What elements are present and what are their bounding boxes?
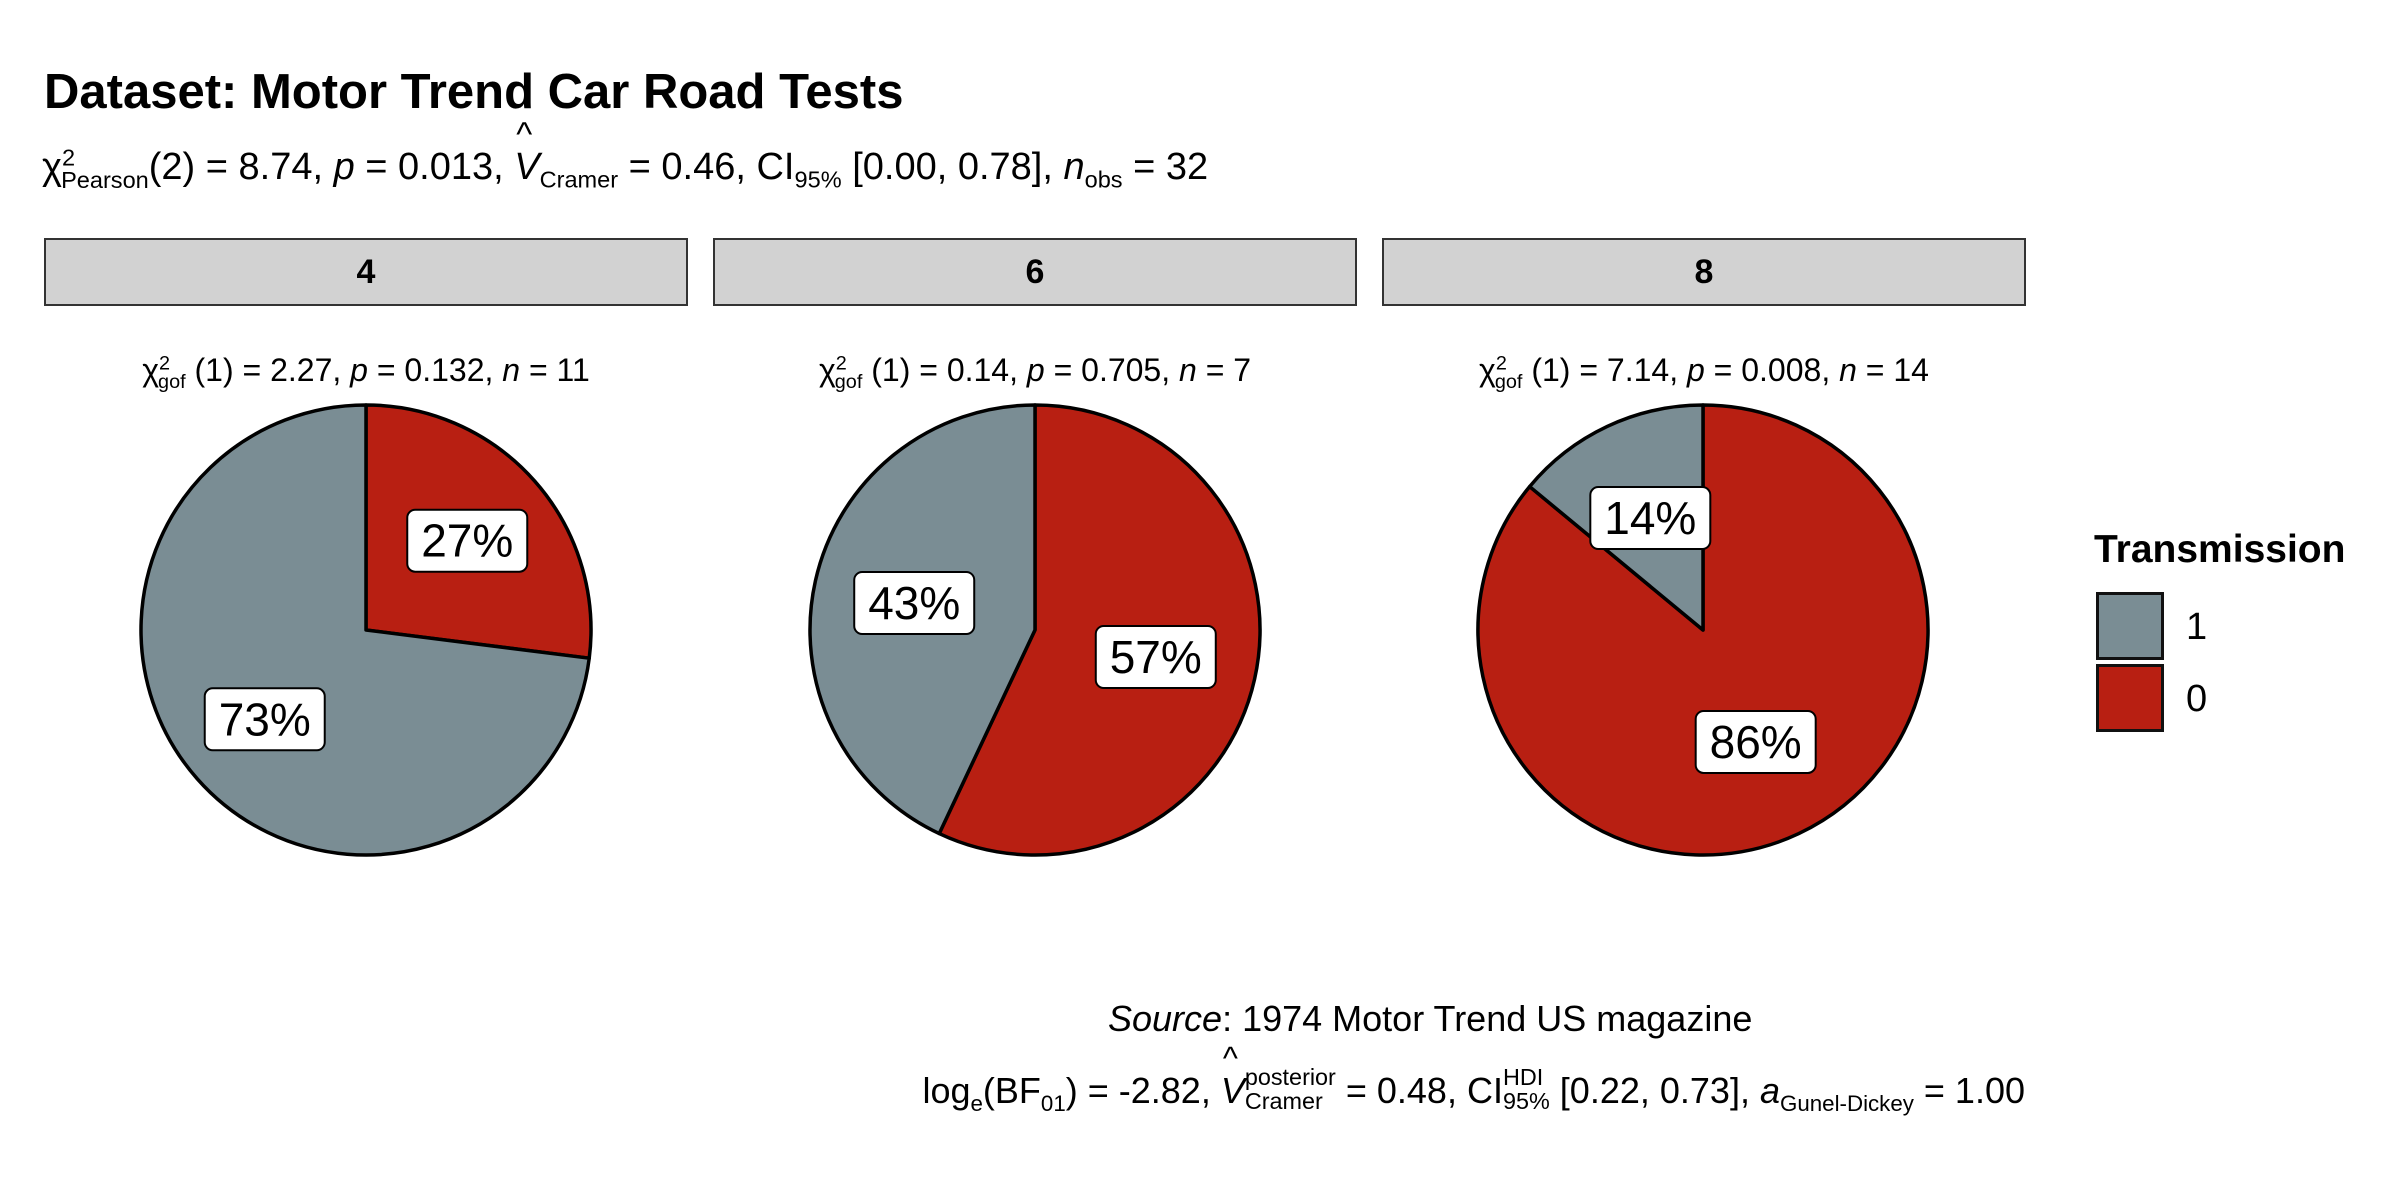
chart-title: Dataset: Motor Trend Car Road Tests <box>44 65 904 119</box>
pie-label-4-0: 27% <box>421 515 513 567</box>
pie-label-box-4-0 <box>406 508 529 573</box>
pie-label-box-8-0 <box>1694 709 1817 774</box>
pie-label-6-0: 57% <box>1110 631 1202 683</box>
pie-label-box-4-1 <box>203 687 326 752</box>
pie-label-box-6-1 <box>853 571 976 636</box>
chart-subtitle: χ2Pearson(2) = 8.74, p = 0.013, V ^ Cramer… <box>42 116 1209 193</box>
pie-label-8-0: 86% <box>1710 716 1802 768</box>
pie-label-4-1: 73% <box>219 693 311 745</box>
facet-subtitle-8: χ2gof (1) = 7.14, p = 0.008, n = 14 <box>1479 352 1929 394</box>
pie-label-box-8-1 <box>1589 486 1712 551</box>
pie-label-8-1: 14% <box>1604 492 1696 544</box>
facet-subtitle-6: χ2gof (1) = 0.14, p = 0.705, n = 7 <box>818 352 1252 394</box>
pie-label-box-6-0 <box>1094 624 1217 689</box>
legend-key-0 <box>2096 664 2164 732</box>
legend-key-1 <box>2096 592 2164 660</box>
caption-bayes: loge(BF01) = -2.82, V ^ posterior Cramer = … <box>922 1040 2025 1117</box>
pie-label-6-1: 43% <box>868 577 960 629</box>
pie-6: 57% 43% <box>808 403 1262 857</box>
legend-label-1: 1 <box>2186 606 2208 648</box>
facet-strip-6: 6 <box>713 238 1357 306</box>
pie-8: 86% 14% <box>1476 403 1930 857</box>
facet-strip-8: 8 <box>1382 238 2026 306</box>
legend-title: Transmission <box>2094 528 2346 571</box>
legend-label-0: 0 <box>2186 678 2208 720</box>
facet-strip-4: 4 <box>44 238 688 306</box>
caption-source: Source: 1974 Motor Trend US magazine <box>1108 998 1753 1039</box>
pie-4: 27% 73% <box>139 403 593 857</box>
facet-subtitle-4: χ2gof (1) = 2.27, p = 0.132, n = 11 <box>142 352 590 394</box>
